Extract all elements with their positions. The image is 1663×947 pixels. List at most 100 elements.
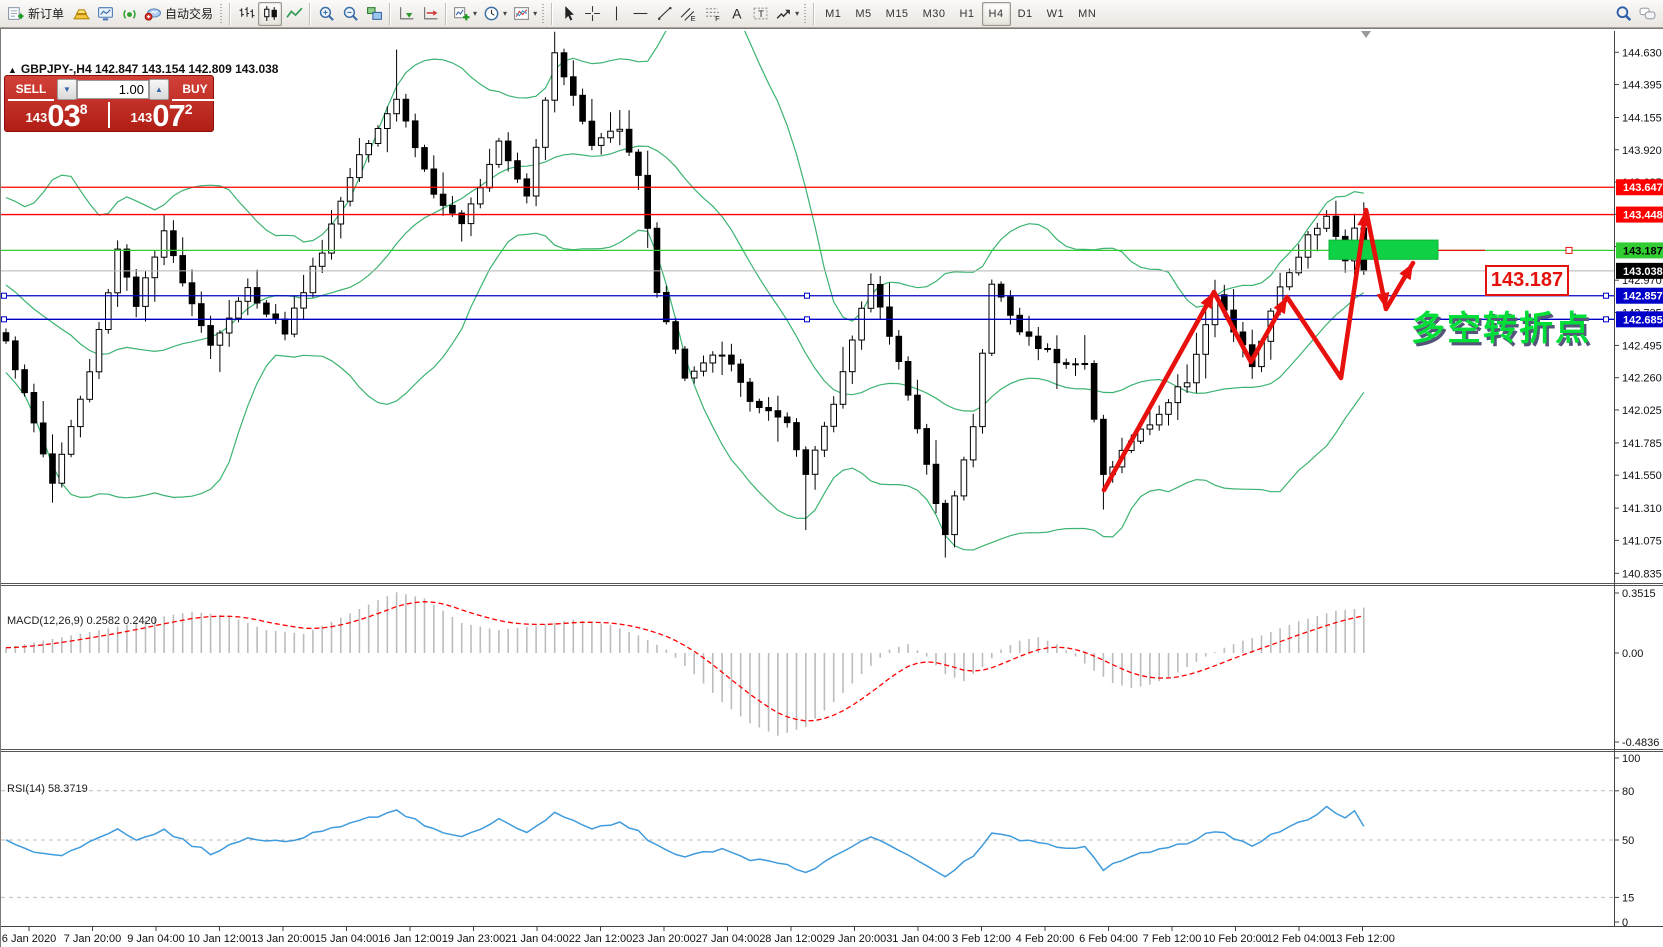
monitor-icon (97, 7, 113, 21)
price-axis-label: 142.260 (1622, 373, 1662, 385)
crosshair-button[interactable] (580, 2, 604, 26)
text-button[interactable]: A (724, 2, 748, 26)
periods-button[interactable]: ▾ (480, 2, 510, 26)
line-selection-handle[interactable] (1, 316, 7, 323)
timeframe-h1-button[interactable]: H1 (959, 7, 975, 20)
rsi-axis-label: 80 (1622, 786, 1634, 798)
line-selection-handle[interactable] (1603, 316, 1609, 323)
svg-text:A: A (732, 5, 742, 21)
volume-decrease-button[interactable]: ▼ (57, 79, 77, 100)
timeframe-mn-button[interactable]: MN (1078, 7, 1097, 20)
sell-price[interactable]: 143 03 8 (25, 98, 88, 133)
macd-axis-label: -0.4836 (1622, 737, 1659, 749)
chat-button[interactable] (1635, 2, 1659, 26)
chat-icon (1639, 7, 1655, 20)
textA-icon: A (732, 5, 742, 21)
timeframe-d1-button[interactable]: D1 (1017, 7, 1033, 20)
svg-text:143.187: 143.187 (1623, 245, 1663, 257)
chart-shift-marker-icon[interactable] (1361, 31, 1371, 38)
chevron-down-icon[interactable]: ▾ (473, 9, 478, 18)
zoomout-icon (343, 6, 358, 21)
toolbar-drag-handle[interactable] (220, 3, 223, 24)
text-label-button[interactable]: T (748, 2, 772, 26)
line-selection-handle[interactable] (1603, 292, 1609, 299)
timeframe-m1-button[interactable]: M1 (825, 7, 842, 20)
timeframe-w1-button[interactable]: W1 (1046, 7, 1065, 20)
chinese-annotation-text[interactable]: 多空转折点 (1411, 310, 1591, 348)
new-order-button[interactable]: 新订单 (4, 2, 69, 26)
volume-increase-button[interactable]: ▲ (149, 79, 169, 100)
svg-text:F: F (715, 14, 720, 22)
chevron-down-icon[interactable]: ▾ (503, 9, 508, 18)
svg-text:142.685: 142.685 (1623, 314, 1663, 326)
macd-pane[interactable] (5, 592, 1365, 736)
svg-text:E: E (690, 14, 695, 22)
new-chart-button[interactable]: ▾ (450, 2, 480, 26)
vline-icon (615, 6, 617, 21)
gold-button[interactable] (69, 2, 93, 26)
bar-chart-button[interactable] (234, 2, 258, 26)
zone-price-label[interactable]: 143.187 (1485, 265, 1569, 296)
trend-arrows-annotation[interactable] (1101, 207, 1419, 493)
timeframe-m5-button[interactable]: M5 (855, 7, 872, 20)
zoom-out-button[interactable] (338, 2, 362, 26)
trendline-button[interactable] (652, 2, 676, 26)
timeframe-m30-button[interactable]: M30 (922, 7, 946, 20)
time-axis-label: 16 Jan 12:00 (378, 933, 442, 945)
toolbar-drag-handle[interactable] (804, 3, 807, 24)
chevron-down-icon[interactable]: ▾ (795, 9, 800, 18)
auto-scroll-button[interactable] (394, 2, 418, 26)
time-axis-label: 3 Feb 12:00 (952, 933, 1011, 945)
price-line-label (1616, 262, 1663, 279)
cursor-button[interactable] (556, 2, 580, 26)
svg-text:142.857: 142.857 (1623, 291, 1663, 303)
line-chart-button[interactable] (282, 2, 306, 26)
price-axis-label: 141.550 (1622, 470, 1662, 482)
main-toolbar: 新订单 自动交易 ▾ ▾ ▾ E F A T ▾ M1 M5 M15 M30 H1 H4 D1 W1 MN (0, 0, 1663, 28)
equidistant-channel-button[interactable]: E (676, 2, 700, 26)
arrows-button[interactable]: ▾ (772, 2, 802, 26)
hline-icon (633, 12, 647, 15)
timeframe-h4-button[interactable]: H4 (981, 1, 1011, 26)
timeframe-m15-button[interactable]: M15 (885, 7, 909, 20)
toolbar-drag-handle[interactable] (542, 3, 545, 24)
highlight-zone-rect[interactable] (1328, 239, 1439, 260)
templates-button[interactable]: ▾ (510, 2, 540, 26)
fibonacci-button[interactable]: F (700, 2, 724, 26)
time-axis[interactable]: 6 Jan 2020 7 Jan 20:00 9 Jan 04:00 10 Jan 1… (2, 927, 1395, 945)
line-selection-handle[interactable] (804, 316, 810, 323)
chevron-down-icon[interactable]: ▾ (533, 9, 538, 18)
market-watch-button[interactable] (93, 2, 117, 26)
tile-windows-button[interactable] (362, 2, 386, 26)
chart-shift-button[interactable] (418, 2, 442, 26)
buy-price[interactable]: 143 07 2 (130, 98, 193, 133)
rsi-pane[interactable] (1, 790, 1614, 898)
label-anchor-handle[interactable] (1565, 246, 1573, 254)
line-selection-handle[interactable] (1, 292, 7, 299)
signals-button[interactable] (117, 2, 141, 26)
chart-window[interactable]: 144.630144.395144.155143.920143.685143.4… (0, 28, 1663, 947)
search-button[interactable] (1611, 2, 1635, 26)
trend-up-icon: ▲ (8, 65, 17, 75)
macd-indicator-label: MACD(12,26,9) 0.2582 0.2420 (7, 615, 157, 627)
candlestick-chart-button[interactable] (258, 1, 283, 26)
bollinger-band (5, 31, 1364, 322)
time-axis-label: 7 Feb 12:00 (1143, 933, 1202, 945)
neworder-icon (8, 7, 24, 20)
search-icon (1616, 6, 1631, 21)
price-axis-label: 141.785 (1622, 438, 1662, 450)
autoscroll-icon (399, 7, 413, 20)
chart-canvas[interactable]: 144.630144.395144.155143.920143.685143.4… (1, 29, 1663, 947)
buy-button[interactable]: BUY (172, 78, 218, 101)
volume-input[interactable] (77, 80, 149, 99)
zoom-in-button[interactable] (314, 2, 338, 26)
auto-trading-button[interactable]: 自动交易 (141, 2, 218, 26)
vertical-line-button[interactable] (604, 2, 628, 26)
line-selection-handle[interactable] (804, 292, 810, 299)
price-axis-label: 144.395 (1622, 80, 1662, 92)
price-axis[interactable]: 144.630144.395144.155143.920143.685143.4… (1614, 47, 1663, 929)
time-axis-label: 10 Feb 20:00 (1203, 933, 1268, 945)
horizontal-line-button[interactable] (628, 2, 652, 26)
toolbar-divider (309, 2, 312, 25)
sell-button[interactable]: SELL (8, 78, 54, 101)
